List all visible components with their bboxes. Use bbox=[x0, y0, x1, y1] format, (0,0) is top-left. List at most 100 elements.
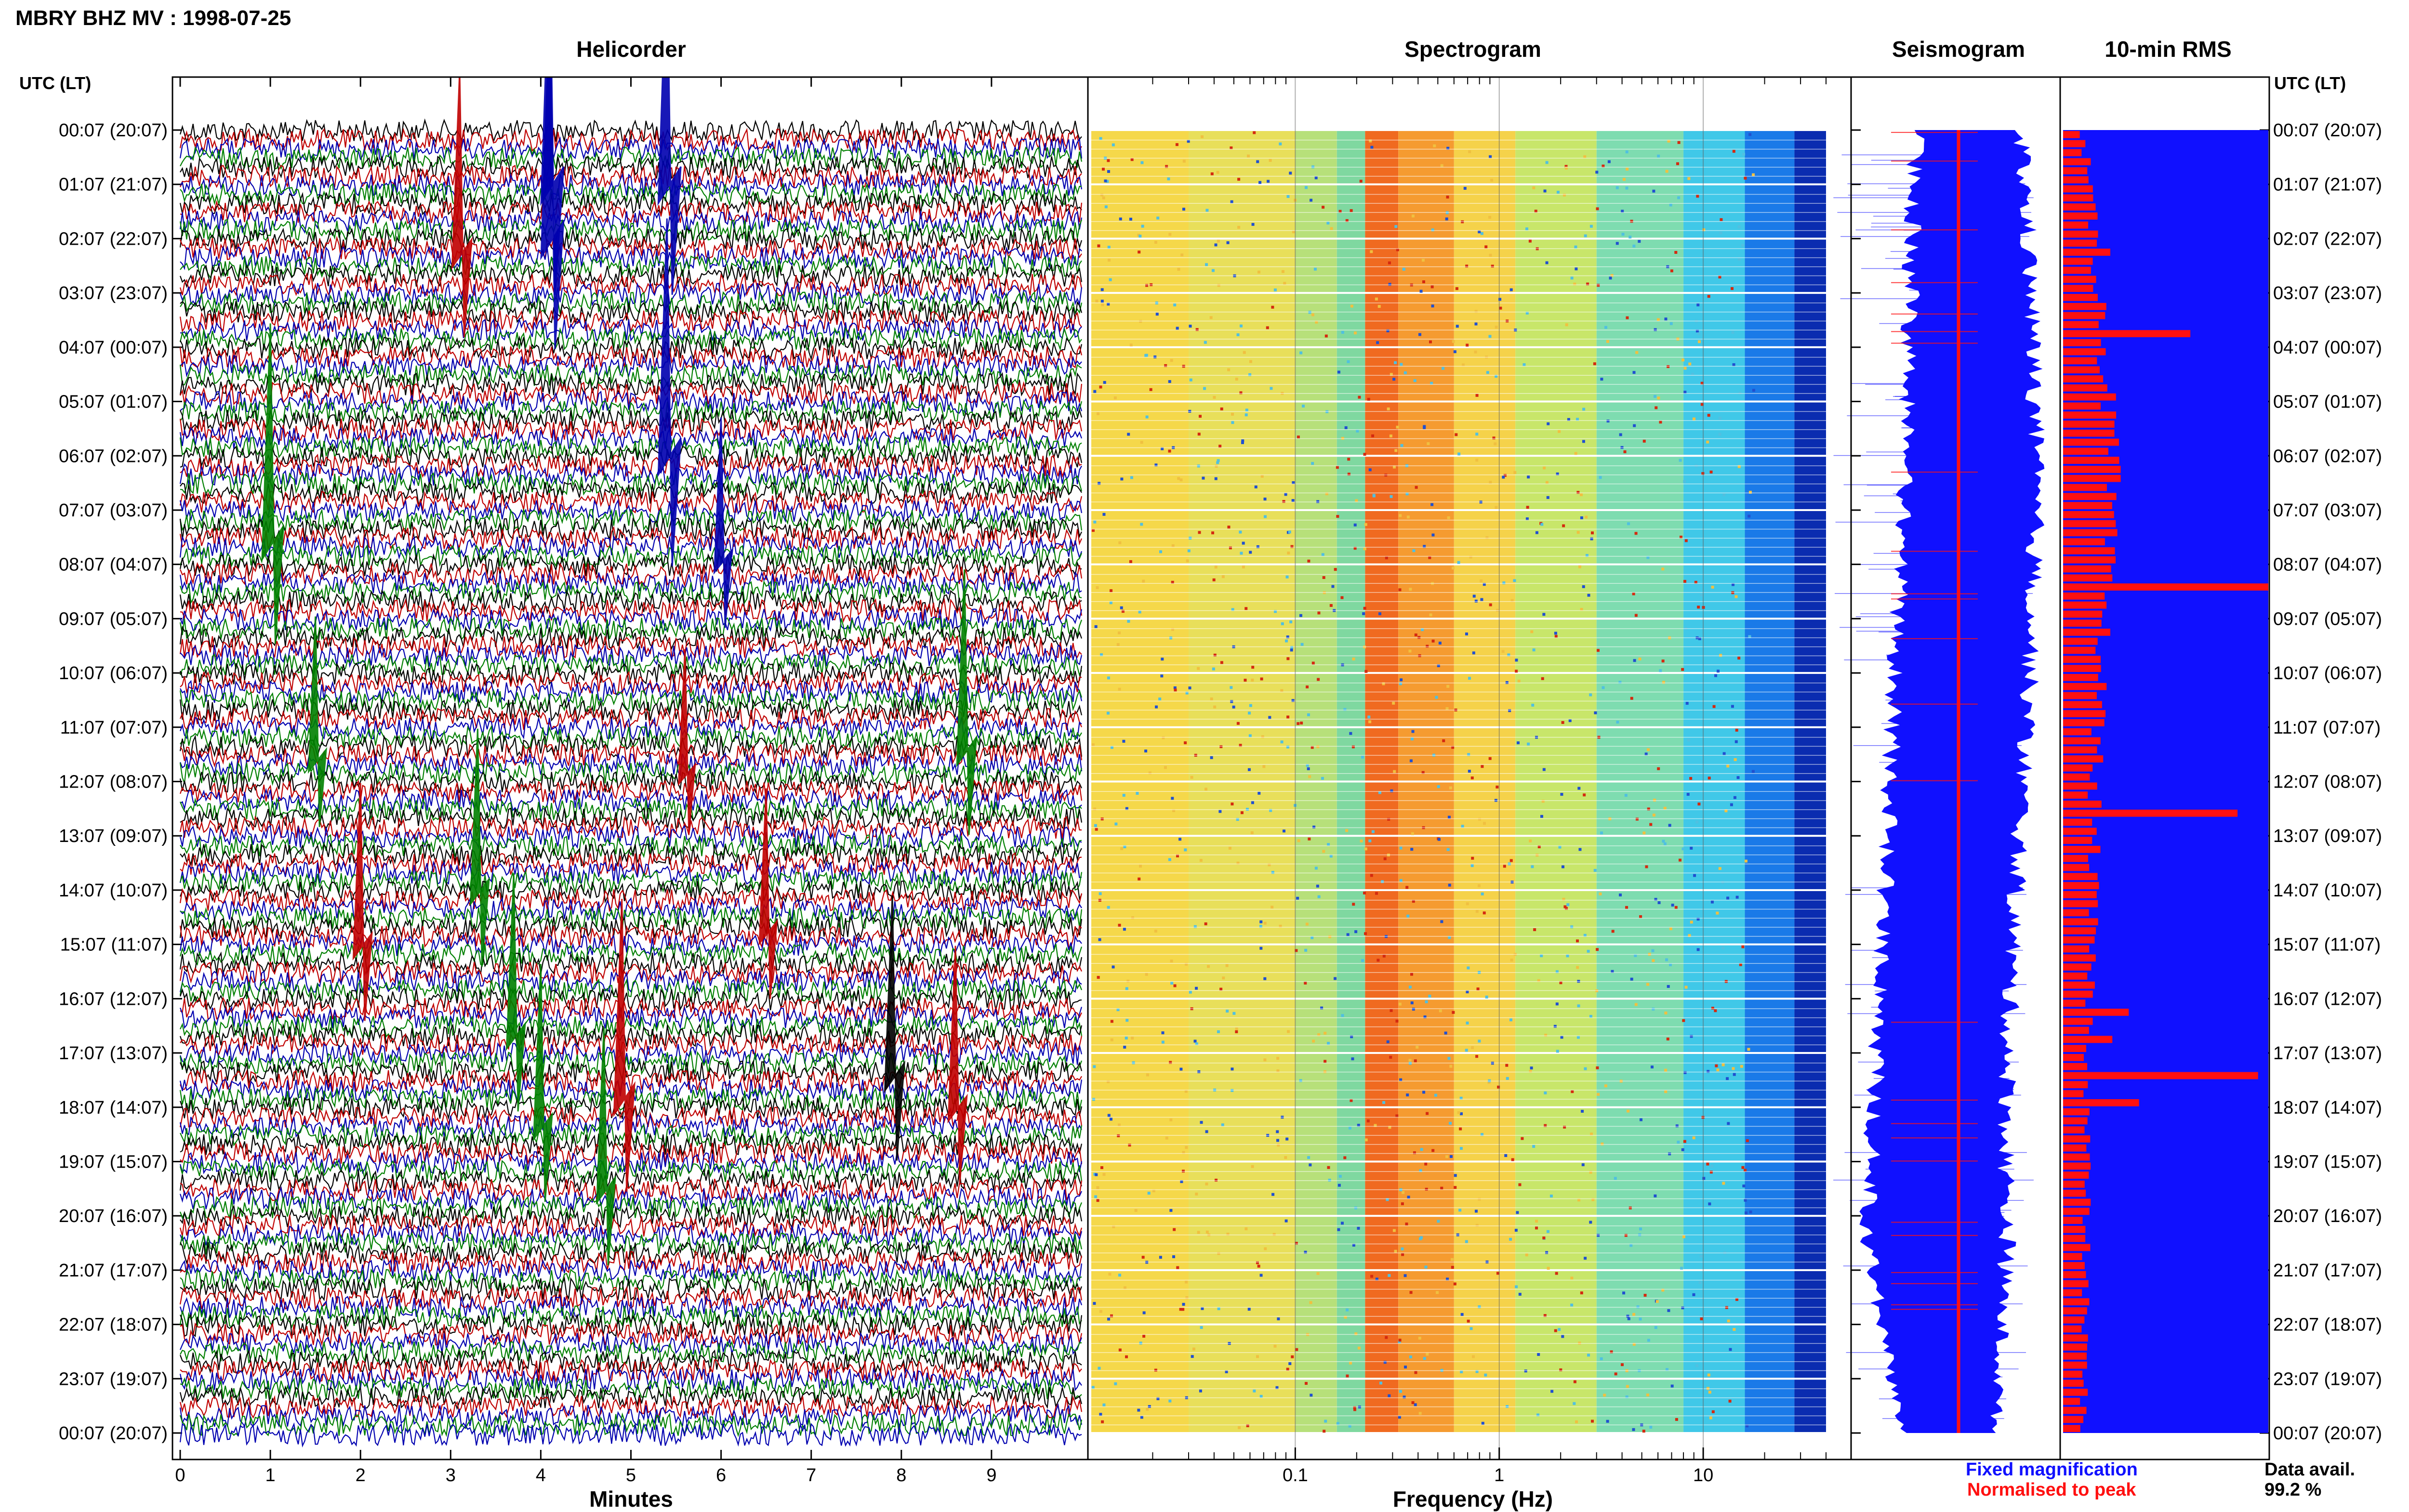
rms-bar bbox=[2063, 927, 2096, 934]
spectrogram-speckle bbox=[1295, 1348, 1298, 1351]
rms-bar bbox=[2063, 1334, 2088, 1342]
spectrogram-speckle bbox=[1107, 170, 1110, 173]
spectrogram-speckle bbox=[1169, 1061, 1172, 1064]
helicorder-trace bbox=[180, 155, 1082, 180]
spectrogram-speckle bbox=[1299, 1079, 1302, 1082]
spectrogram-speckle bbox=[1101, 303, 1104, 306]
spectrogram-speckle bbox=[1652, 189, 1655, 193]
spectrogram-speckle bbox=[1585, 515, 1588, 519]
spectrogram-speckle bbox=[1347, 473, 1350, 476]
spectrogram-speckle bbox=[1466, 343, 1469, 347]
spectrogram-speckle bbox=[1597, 1092, 1600, 1096]
spectrogram-band bbox=[1794, 674, 1826, 726]
rms-bar bbox=[2063, 1208, 2090, 1215]
spectrogram-band bbox=[1091, 782, 1189, 835]
helicorder-trace bbox=[180, 453, 1082, 478]
spectrogram-speckle bbox=[1696, 918, 1700, 921]
spectrogram-band bbox=[1091, 565, 1189, 618]
spectrogram-speckle bbox=[1664, 1012, 1668, 1015]
spectrogram-speckle bbox=[1526, 506, 1529, 509]
spectrogram-speckle bbox=[1570, 1303, 1574, 1307]
spectrogram-speckle bbox=[1508, 709, 1511, 712]
rms-bar bbox=[2063, 828, 2097, 835]
spectrogram-speckle bbox=[1171, 544, 1175, 547]
spectrogram-band bbox=[1365, 348, 1399, 401]
spectrogram-band bbox=[1188, 1054, 1296, 1106]
spectrogram-speckle bbox=[1123, 928, 1126, 931]
spectrogram-speckle bbox=[1663, 806, 1667, 810]
spectrogram-speckle bbox=[1114, 822, 1118, 826]
spectrogram-speckle bbox=[1241, 441, 1244, 445]
spectrogram-speckle bbox=[1652, 814, 1655, 817]
spectrogram-speckle bbox=[1412, 549, 1416, 552]
spectrogram-speckle bbox=[1621, 233, 1625, 236]
helicorder-trace bbox=[180, 724, 1082, 749]
spectrogram-band bbox=[1091, 457, 1189, 509]
spectrogram-speckle bbox=[1516, 741, 1520, 745]
helicorder-trace bbox=[179, 915, 1083, 940]
spectrogram-speckle bbox=[1702, 1177, 1706, 1180]
spectrogram-speckle bbox=[1467, 1319, 1470, 1323]
spectrogram-speckle bbox=[1107, 159, 1110, 162]
spectrogram-speckle bbox=[1200, 135, 1204, 138]
spectrogram-speckle bbox=[1146, 1073, 1149, 1077]
spectrogram-speckle bbox=[1554, 631, 1557, 635]
spectrogram-speckle bbox=[1399, 514, 1402, 517]
spectrogram-band bbox=[1454, 837, 1516, 889]
spectrogram-band bbox=[1337, 782, 1365, 835]
spectrogram-speckle bbox=[1596, 948, 1599, 951]
spectrogram-band bbox=[1188, 945, 1296, 998]
spectrogram-band bbox=[1596, 565, 1684, 618]
helicorder-tick-label: 7 bbox=[806, 1465, 816, 1486]
spectrogram-speckle bbox=[1509, 859, 1513, 862]
spectrogram-speckle bbox=[1314, 176, 1318, 180]
rms-bar bbox=[2063, 1126, 2085, 1134]
spectrogram-speckle bbox=[1690, 920, 1693, 924]
spectrogram-speckle bbox=[1323, 1430, 1326, 1433]
spectrogram-band bbox=[1794, 1271, 1826, 1324]
spectrogram-speckle bbox=[1102, 513, 1106, 516]
rms-bar bbox=[2063, 954, 2096, 962]
rms-bar bbox=[2063, 656, 2101, 663]
spectrogram-speckle bbox=[1734, 758, 1737, 761]
spectrogram-speckle bbox=[1403, 371, 1407, 374]
spectrogram-band bbox=[1683, 728, 1745, 781]
rms-bar bbox=[2063, 601, 2107, 609]
spectrogram-band bbox=[1596, 674, 1684, 726]
spectrogram-speckle bbox=[1219, 987, 1223, 991]
spectrogram-speckle bbox=[1632, 592, 1635, 595]
spectrogram-speckle bbox=[1094, 625, 1098, 628]
spectrogram-speckle bbox=[1244, 607, 1248, 610]
spectrogram-speckle bbox=[1553, 1025, 1557, 1028]
spectrogram-speckle bbox=[1284, 1219, 1288, 1223]
spectrogram-band bbox=[1683, 565, 1745, 618]
spectrogram-speckle bbox=[1659, 421, 1662, 424]
spectrogram-speckle bbox=[1666, 1038, 1669, 1041]
spectrogram-band bbox=[1454, 1162, 1516, 1215]
time-label-left: 07:07 (03:07) bbox=[59, 500, 168, 521]
spectrogram-band bbox=[1365, 131, 1399, 184]
rms-bar bbox=[2063, 493, 2117, 500]
rms-bar bbox=[2063, 1135, 2091, 1143]
time-label-left: 13:07 (09:07) bbox=[59, 826, 168, 846]
spectrogram-speckle bbox=[1110, 1038, 1113, 1041]
spectrogram-speckle bbox=[1317, 895, 1321, 898]
spectrogram-speckle bbox=[1457, 561, 1460, 564]
spectrogram-speckle bbox=[1700, 593, 1703, 597]
spectrogram-band bbox=[1683, 131, 1745, 184]
rms-bar bbox=[2063, 873, 2098, 881]
helicorder-trace bbox=[179, 408, 1083, 433]
spectrogram-speckle bbox=[1430, 285, 1434, 289]
spectrogram-speckle bbox=[1478, 817, 1482, 821]
spectrogram-band bbox=[1398, 837, 1454, 889]
spectrogram-speckle bbox=[1474, 322, 1478, 326]
spectrogram-speckle bbox=[1112, 1225, 1115, 1228]
spectrogram-speckle bbox=[1447, 815, 1451, 819]
helicorder-trace bbox=[180, 172, 1083, 198]
rms-bar bbox=[2063, 1416, 2084, 1423]
spectrogram-speckle bbox=[1751, 770, 1755, 773]
spectrogram-speckle bbox=[1671, 904, 1674, 907]
spectrogram-speckle bbox=[1129, 217, 1132, 221]
spectrogram-band bbox=[1596, 131, 1684, 184]
rms-bar bbox=[2063, 194, 2093, 202]
